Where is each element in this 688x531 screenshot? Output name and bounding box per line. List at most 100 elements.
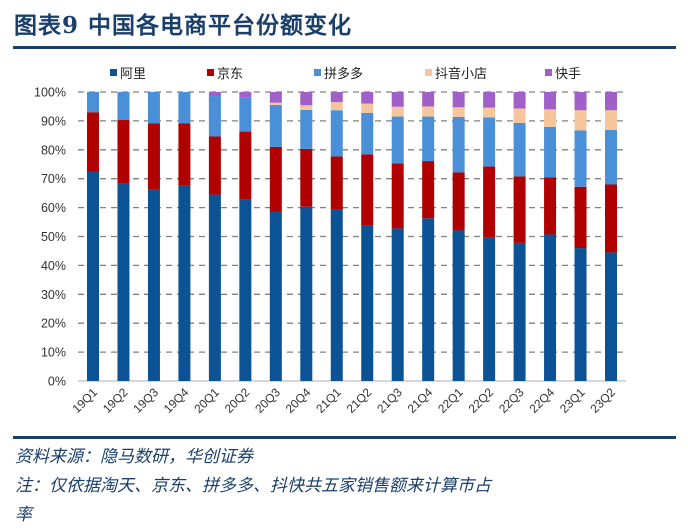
bar-segment [452,116,465,173]
legend-swatch [545,69,552,76]
bar-segment [208,136,221,195]
footer-divider [13,436,676,439]
chart-legend: 阿里 京东 拼多多 抖音小店 快手 [110,63,650,83]
bar-segment [269,92,282,103]
bar-segment [483,117,496,167]
bar-segment [574,186,587,249]
bar-segment [361,103,374,113]
legend-label: 拼多多 [324,67,364,82]
legend-swatch [110,69,117,76]
bar-segment [422,92,435,107]
bar-segment [269,105,282,147]
bar-segment [300,92,313,106]
footnote-line-2: 率 [15,505,32,525]
bar-segment [605,184,617,253]
bar-segment [361,92,374,104]
bar-segment [330,102,343,111]
bar-segment [605,129,617,185]
bar-segment [117,92,130,121]
bar-segment [239,131,252,200]
bar-segment [483,107,496,118]
bar-segment [361,112,374,155]
x-tick-label: 21Q1 [313,385,344,416]
bar-segment [300,148,313,207]
bar-segment [513,92,526,109]
source-note: 资料来源：隐马数研，华创证券 [15,447,253,467]
bar-segment [513,242,526,381]
bar-segment [544,109,557,127]
bar-segment [391,228,404,381]
legend-item-alibaba: 阿里 [110,63,146,82]
x-tick-label: 21Q2 [344,385,375,416]
bar-segment [391,163,404,229]
y-tick-label: 30% [41,288,66,302]
bar-segment [544,92,557,110]
bars [87,92,617,381]
bar-segment [330,209,343,381]
bar-segment [605,92,617,111]
bar-segment [574,92,587,111]
x-tick-label: 22Q4 [527,385,558,416]
x-tick-label: 19Q4 [161,385,192,416]
legend-item-jd: 京东 [207,63,243,82]
bar-segment [452,92,465,108]
y-axis-ticks: 0% 10% 20% 30% 40% 50% 60% 70% 80% 90% 100% [34,86,66,389]
y-tick-label: 0% [48,375,66,389]
y-tick-label: 20% [41,317,66,331]
y-tick-label: 10% [41,346,66,360]
bar-segment [391,116,404,164]
bar-segment [87,112,99,172]
x-tick-label: 22Q3 [496,385,527,416]
bar-segment [300,105,313,110]
bar-segment [513,108,526,123]
bar-segment [330,110,343,157]
bar-segment [269,102,282,106]
legend-item-pdd: 拼多多 [314,63,363,82]
legend-label: 抖音小店 [435,67,488,82]
bar-segment [574,110,587,131]
x-tick-label: 22Q1 [435,385,466,416]
x-tick-label: 19Q2 [100,385,131,416]
gridlines [78,91,626,382]
bar-segment [574,248,587,381]
bar-segment [361,154,374,226]
bar-segment [483,237,496,381]
bar-segment [513,176,526,243]
y-tick-label: 50% [41,230,66,244]
y-tick-label: 40% [41,259,66,273]
bar-segment [239,199,252,381]
bar-segment [87,92,99,113]
x-tick-label: 21Q4 [405,385,436,416]
bar-segment [544,234,557,381]
bar-segment [422,116,435,162]
x-axis-ticks: 19Q1 19Q2 19Q3 19Q4 20Q1 20Q2 20Q3 20Q4 21Q1 21Q2… [69,385,618,416]
legend-swatch [314,69,321,76]
bar-segment [239,97,252,132]
bar-segment [178,123,191,186]
legend-item-douyin: 抖音小店 [425,63,487,82]
stacked-bar-chart: 0%10%20%30%40%50%60%70%80%90%100% 19Q1 19… [34,86,626,416]
x-tick-label: 20Q1 [191,385,222,416]
x-tick-label: 20Q2 [222,385,253,416]
bar-segment [208,96,221,137]
x-tick-label: 22Q2 [466,385,497,416]
x-tick-label: 20Q4 [283,385,314,416]
title-divider [13,46,676,49]
x-tick-label: 20Q3 [252,385,283,416]
footnote-line-1: 注：仅依据淘天、京东、拼多多、抖快共五家销售额来计算市占 [15,476,491,496]
y-tick-label: 80% [41,143,66,157]
bar-segment [208,194,221,381]
x-tick-label: 19Q3 [130,385,161,416]
bar-segment [513,122,526,177]
bar-segment [147,92,160,124]
bar-segment [422,161,435,219]
y-tick-label: 60% [41,201,66,215]
bar-segment [208,92,221,97]
bar-segment [483,166,496,238]
bar-segment [300,109,313,149]
bar-segment [147,123,160,190]
bar-segment [544,177,557,235]
bar-segment [391,92,404,107]
x-tick-label: 23Q2 [587,385,618,416]
bar-segment [300,206,313,381]
